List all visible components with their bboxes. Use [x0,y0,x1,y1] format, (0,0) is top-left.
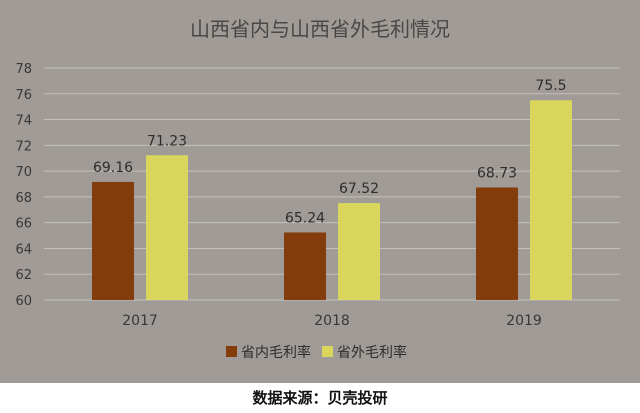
bar [530,100,572,300]
y-tick-label: 60 [15,294,32,309]
bar [92,181,134,300]
x-axis-tick-labels: 2017 2018 2019 [122,313,542,329]
y-axis-tick-labels: 60 62 64 66 68 70 72 74 76 78 [15,62,32,309]
y-tick-label: 68 [15,191,32,206]
y-tick-label: 70 [15,165,32,180]
y-tick-label: 66 [15,217,32,232]
x-tick-label: 2017 [122,313,158,329]
source-note: 数据来源：贝壳投研 [252,389,388,407]
data-label: 71.23 [147,133,187,149]
x-tick-label: 2019 [506,313,542,329]
bar-chart: 山西省内与山西省外毛利情况 60 62 64 66 68 70 72 74 76 78 69.16… [15,17,620,361]
legend: 省内毛利率 省外毛利率 [226,344,407,361]
bar [476,187,518,300]
y-tick-label: 62 [15,268,32,283]
chart-panel: 山西省内与山西省外毛利情况 60 62 64 66 68 70 72 74 76 78 69.16… [0,0,640,383]
data-label: 75.5 [535,78,566,94]
bar [284,232,326,300]
data-label: 67.52 [339,181,379,197]
y-tick-label: 76 [15,88,32,103]
y-tick-label: 64 [15,242,32,257]
data-label: 68.73 [477,165,517,181]
chart-title: 山西省内与山西省外毛利情况 [190,17,450,41]
bars [92,100,572,300]
x-tick-label: 2018 [314,313,350,329]
bar [338,203,380,300]
data-label: 65.24 [285,210,325,226]
data-labels: 69.16 71.23 65.24 67.52 68.73 75.5 [93,78,567,226]
legend-swatch [226,346,237,357]
bar [146,155,188,300]
y-tick-label: 78 [15,62,32,77]
legend-swatch [322,346,333,357]
data-label: 69.16 [93,160,133,176]
y-tick-label: 74 [15,114,32,129]
y-tick-label: 72 [15,139,32,154]
legend-label: 省内毛利率 [241,344,311,361]
gridlines [44,67,620,301]
legend-label: 省外毛利率 [337,344,407,361]
